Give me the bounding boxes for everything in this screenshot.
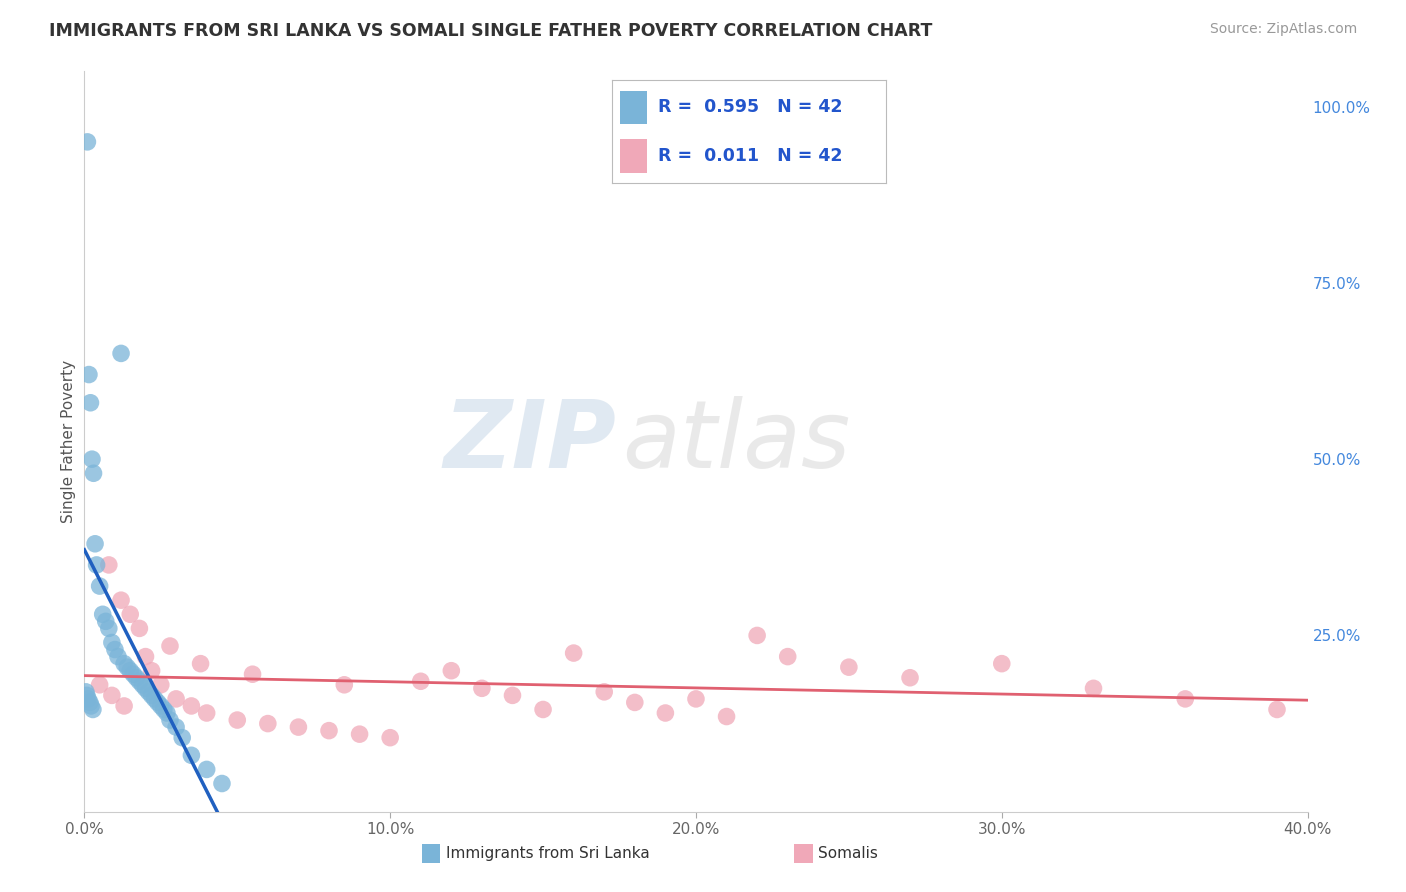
Point <box>128 621 150 635</box>
Point <box>991 657 1014 671</box>
Point <box>165 720 187 734</box>
Point <box>141 689 163 703</box>
Point <box>86 558 108 572</box>
Point <box>112 698 135 713</box>
Point <box>89 678 111 692</box>
Point <box>77 368 100 382</box>
Point <box>104 642 127 657</box>
Text: ZIP: ZIP <box>443 395 616 488</box>
Text: Source: ZipAtlas.com: Source: ZipAtlas.com <box>1209 22 1357 37</box>
Point <box>349 727 371 741</box>
Point <box>333 678 356 692</box>
Point <box>135 681 157 696</box>
Point <box>94 615 117 629</box>
Y-axis label: Single Father Poverty: Single Father Poverty <box>60 360 76 523</box>
Point <box>318 723 340 738</box>
FancyBboxPatch shape <box>620 139 647 173</box>
Point <box>716 709 738 723</box>
Point <box>107 649 129 664</box>
Point <box>562 646 585 660</box>
Point <box>685 692 707 706</box>
Point <box>97 621 120 635</box>
Point <box>531 702 554 716</box>
Text: R =  0.011   N = 42: R = 0.011 N = 42 <box>658 146 842 165</box>
Text: R =  0.595   N = 42: R = 0.595 N = 42 <box>658 98 842 117</box>
Point <box>75 685 97 699</box>
Point <box>159 713 181 727</box>
Point <box>79 396 101 410</box>
Point <box>120 607 142 622</box>
Point <box>159 639 181 653</box>
Point <box>91 607 114 622</box>
Point <box>146 695 169 709</box>
Point <box>257 716 280 731</box>
Point <box>97 558 120 572</box>
Point <box>242 667 264 681</box>
Point <box>747 628 769 642</box>
Point <box>1083 681 1105 696</box>
Point <box>502 689 524 703</box>
Point <box>1265 702 1288 716</box>
Point <box>101 635 124 649</box>
Point <box>172 731 194 745</box>
Point <box>593 685 616 699</box>
Point <box>156 706 179 720</box>
Text: Immigrants from Sri Lanka: Immigrants from Sri Lanka <box>446 847 650 861</box>
Point <box>195 706 218 720</box>
Point <box>190 657 212 671</box>
Point <box>195 763 218 777</box>
Point <box>180 698 202 713</box>
Point <box>89 579 111 593</box>
Point <box>138 685 160 699</box>
Point <box>131 678 153 692</box>
Point <box>153 702 176 716</box>
Text: atlas: atlas <box>623 396 851 487</box>
Point <box>76 135 98 149</box>
Point <box>122 667 145 681</box>
Point <box>380 731 402 745</box>
Text: Somalis: Somalis <box>818 847 879 861</box>
Point <box>125 671 148 685</box>
Point <box>1174 692 1197 706</box>
Point <box>287 720 309 734</box>
Point <box>110 346 132 360</box>
Point <box>776 649 799 664</box>
Point <box>440 664 463 678</box>
Point <box>226 713 249 727</box>
Point <box>79 695 101 709</box>
Point <box>82 702 104 716</box>
Point <box>110 593 132 607</box>
Point <box>143 692 166 706</box>
Point <box>77 692 100 706</box>
Point <box>409 674 432 689</box>
Point <box>141 664 163 678</box>
FancyBboxPatch shape <box>620 91 647 124</box>
Point <box>654 706 676 720</box>
Point <box>120 664 142 678</box>
Point <box>101 689 124 703</box>
Point <box>80 452 103 467</box>
Point <box>471 681 494 696</box>
Text: IMMIGRANTS FROM SRI LANKA VS SOMALI SINGLE FATHER POVERTY CORRELATION CHART: IMMIGRANTS FROM SRI LANKA VS SOMALI SING… <box>49 22 932 40</box>
Point <box>624 695 647 709</box>
Point <box>149 678 172 692</box>
Point <box>83 467 105 481</box>
Point <box>211 776 233 790</box>
Point <box>165 692 187 706</box>
Point <box>149 698 172 713</box>
Point <box>838 660 860 674</box>
Point <box>898 671 921 685</box>
Point <box>135 649 157 664</box>
Point <box>80 698 103 713</box>
Point <box>128 674 150 689</box>
Point <box>180 748 202 763</box>
Point <box>84 537 107 551</box>
Point <box>76 689 98 703</box>
Point <box>112 657 135 671</box>
Point <box>115 660 138 674</box>
